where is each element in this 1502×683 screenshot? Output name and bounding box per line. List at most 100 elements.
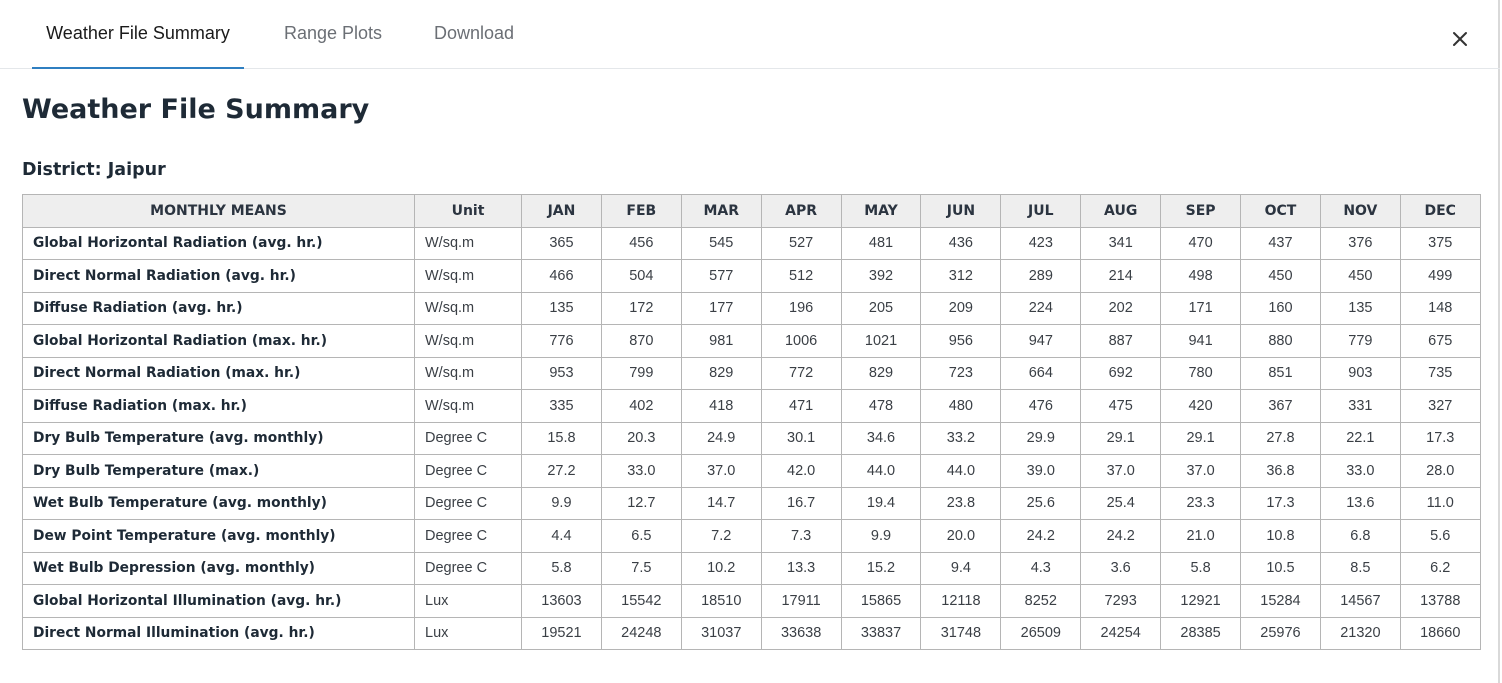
row-value-cell: 13.3 [760, 551, 842, 585]
row-value-cell: 5.8 [521, 551, 602, 585]
table-row: Wet Bulb Temperature (avg. monthly) Degre… [22, 486, 1481, 520]
row-value-cell: 664 [1000, 356, 1082, 390]
row-value-cell: 365 [521, 226, 602, 260]
row-unit: Lux [414, 616, 522, 650]
row-value-cell: 17.3 [1399, 421, 1481, 455]
row-value-cell: 9.9 [840, 519, 922, 553]
header-month: DEC [1399, 194, 1481, 228]
row-value-cell: 24.2 [1000, 519, 1082, 553]
row-value-cell: 7.2 [680, 519, 762, 553]
row-unit: W/sq.m [414, 259, 522, 293]
row-value-cell: 33.0 [600, 454, 682, 488]
district-heading: District: Jaipur [22, 160, 166, 180]
row-unit: W/sq.m [414, 324, 522, 358]
row-value-cell: 829 [680, 356, 762, 390]
row-value-cell: 15284 [1240, 584, 1321, 618]
row-value-cell: 31037 [680, 616, 762, 650]
row-label: Direct Normal Radiation (avg. hr.) [22, 259, 415, 293]
row-value-cell: 29.1 [1080, 421, 1162, 455]
header-month: OCT [1240, 194, 1321, 228]
row-value-cell: 15542 [600, 584, 682, 618]
row-value-cell: 20.3 [600, 421, 682, 455]
tab-range-plots[interactable]: Range Plots [283, 23, 383, 43]
row-value-cell: 13.6 [1319, 486, 1401, 520]
row-value-cell: 341 [1080, 226, 1162, 260]
row-value-cell: 14567 [1319, 584, 1401, 618]
table-row: Global Horizontal Radiation (max. hr.) W/… [22, 324, 1481, 358]
row-value-cell: 450 [1319, 259, 1401, 293]
row-label: Direct Normal Radiation (max. hr.) [22, 356, 415, 390]
row-value-cell: 37.0 [1080, 454, 1162, 488]
row-value-cell: 499 [1399, 259, 1481, 293]
row-value-cell: 33837 [840, 616, 922, 650]
row-value-cell: 829 [840, 356, 922, 390]
row-value-cell: 436 [920, 226, 1002, 260]
row-value-cell: 450 [1240, 259, 1321, 293]
row-value-cell: 289 [1000, 259, 1082, 293]
row-value-cell: 6.2 [1399, 551, 1481, 585]
row-value-cell: 23.3 [1160, 486, 1242, 520]
table-row: Direct Normal Radiation (avg. hr.) W/sq.m… [22, 259, 1481, 293]
row-value-cell: 29.9 [1000, 421, 1082, 455]
row-unit: Degree C [414, 486, 522, 520]
row-value-cell: 13603 [521, 584, 602, 618]
row-label: Diffuse Radiation (avg. hr.) [22, 291, 415, 325]
row-value-cell: 44.0 [920, 454, 1002, 488]
row-value-cell: 12921 [1160, 584, 1242, 618]
row-unit: Lux [414, 584, 522, 618]
row-value-cell: 527 [760, 226, 842, 260]
row-value-cell: 29.1 [1160, 421, 1242, 455]
row-value-cell: 903 [1319, 356, 1401, 390]
row-value-cell: 224 [1000, 291, 1082, 325]
row-value-cell: 851 [1240, 356, 1321, 390]
row-value-cell: 466 [521, 259, 602, 293]
row-value-cell: 33.0 [1319, 454, 1401, 488]
row-value-cell: 335 [521, 389, 602, 423]
row-value-cell: 7.3 [760, 519, 842, 553]
row-value-cell: 545 [680, 226, 762, 260]
close-button[interactable] [1448, 27, 1472, 51]
row-value-cell: 21320 [1319, 616, 1401, 650]
row-value-cell: 135 [521, 291, 602, 325]
row-value-cell: 6.5 [600, 519, 682, 553]
row-label: Direct Normal Illumination (avg. hr.) [22, 616, 415, 650]
row-label: Global Horizontal Radiation (avg. hr.) [22, 226, 415, 260]
row-unit: W/sq.m [414, 291, 522, 325]
row-value-cell: 10.5 [1240, 551, 1321, 585]
row-value-cell: 504 [600, 259, 682, 293]
header-month: NOV [1319, 194, 1401, 228]
row-value-cell: 6.8 [1319, 519, 1401, 553]
row-unit: W/sq.m [414, 389, 522, 423]
row-value-cell: 13788 [1399, 584, 1481, 618]
row-value-cell: 456 [600, 226, 682, 260]
header-month: JUN [920, 194, 1002, 228]
row-value-cell: 8252 [1000, 584, 1082, 618]
row-value-cell: 27.8 [1240, 421, 1321, 455]
row-value-cell: 12.7 [600, 486, 682, 520]
row-value-cell: 480 [920, 389, 1002, 423]
row-value-cell: 205 [840, 291, 922, 325]
row-value-cell: 5.8 [1160, 551, 1242, 585]
row-value-cell: 476 [1000, 389, 1082, 423]
row-value-cell: 24248 [600, 616, 682, 650]
row-value-cell: 7.5 [600, 551, 682, 585]
row-value-cell: 39.0 [1000, 454, 1082, 488]
row-value-cell: 475 [1080, 389, 1162, 423]
row-value-cell: 15.2 [840, 551, 922, 585]
row-label: Global Horizontal Illumination (avg. hr.… [22, 584, 415, 618]
row-value-cell: 772 [760, 356, 842, 390]
row-value-cell: 15865 [840, 584, 922, 618]
row-value-cell: 196 [760, 291, 842, 325]
header-monthly-means: MONTHLY MEANS [22, 194, 415, 228]
row-value-cell: 17.3 [1240, 486, 1321, 520]
row-value-cell: 437 [1240, 226, 1321, 260]
row-value-cell: 392 [840, 259, 922, 293]
tab-download[interactable]: Download [433, 23, 515, 43]
row-value-cell: 7293 [1080, 584, 1162, 618]
tab-weather-file-summary[interactable]: Weather File Summary [32, 0, 244, 69]
row-label: Dry Bulb Temperature (max.) [22, 454, 415, 488]
table-row: Diffuse Radiation (avg. hr.) W/sq.m 135 172… [22, 291, 1481, 325]
district-label: District: [22, 160, 102, 180]
row-value-cell: 37.0 [680, 454, 762, 488]
header-month: MAY [840, 194, 922, 228]
